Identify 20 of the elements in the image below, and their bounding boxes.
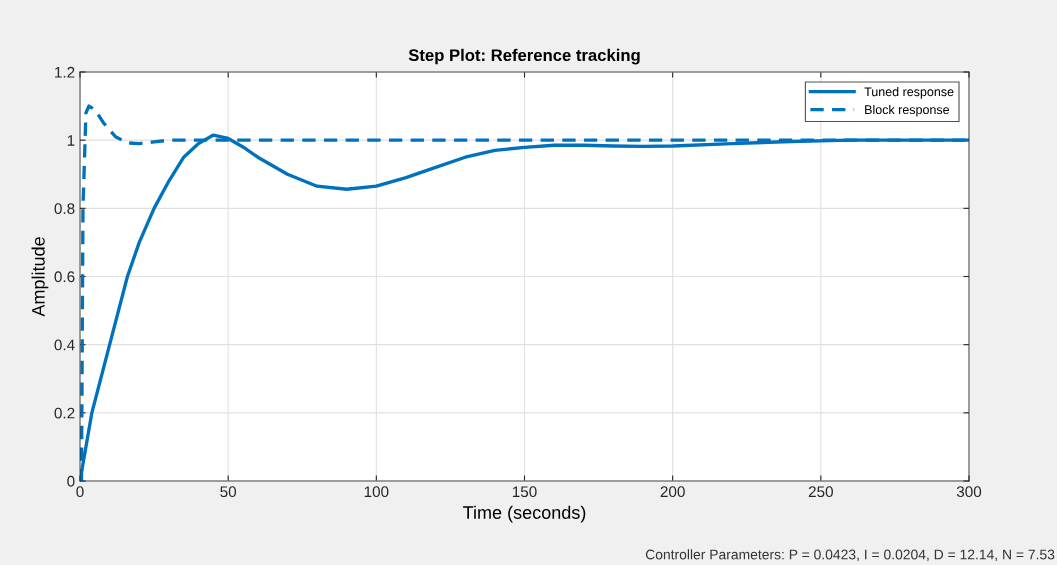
y-tick-label: 0	[67, 475, 75, 487]
x-tick-label: 100	[364, 486, 389, 498]
legend-label: Block response	[865, 104, 950, 117]
y-axis-title: Amplitude	[31, 237, 49, 317]
x-tick-label: 250	[808, 486, 833, 498]
y-tick-label: 0.6	[54, 271, 75, 283]
text: Controller Parameters: P = 0.0423, I = 0.0204, D = 12.14, N = 7.53	[645, 549, 1055, 562]
x-tick-label: 0	[76, 486, 84, 498]
y-tick-label: 1	[67, 135, 75, 146]
y-tick-label: 1.2	[55, 66, 75, 78]
x-tick-label: 200	[660, 486, 685, 498]
y-tick-label: 0.4	[54, 339, 75, 351]
chart-title: Step Plot: Reference tracking	[408, 48, 640, 65]
y-tick-label: 0.2	[54, 407, 75, 419]
x-axis-title: Time (seconds)	[463, 505, 586, 523]
x-tick-label: 300	[956, 486, 982, 498]
y-tick-label: 0.8	[54, 203, 75, 215]
x-tick-label: 50	[220, 486, 237, 498]
x-tick-label: 150	[512, 486, 537, 498]
legend-label: Tuned response	[864, 87, 954, 99]
